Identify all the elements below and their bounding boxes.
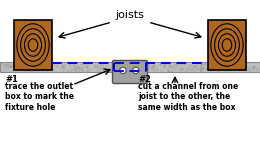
Text: #2: #2	[138, 75, 151, 84]
Text: #1: #1	[5, 75, 18, 84]
Text: cut a channel from one
joist to the other, the
same width as the box: cut a channel from one joist to the othe…	[138, 82, 238, 112]
FancyBboxPatch shape	[113, 60, 147, 84]
Bar	[0, 62, 260, 72]
Circle shape	[120, 67, 126, 74]
Circle shape	[133, 67, 139, 74]
Bar	[208, 20, 246, 70]
Text: trace the outlet
box to mark the
fixture hole: trace the outlet box to mark the fixture…	[5, 82, 74, 112]
Text: joists: joists	[115, 10, 145, 20]
Bar	[14, 20, 52, 70]
